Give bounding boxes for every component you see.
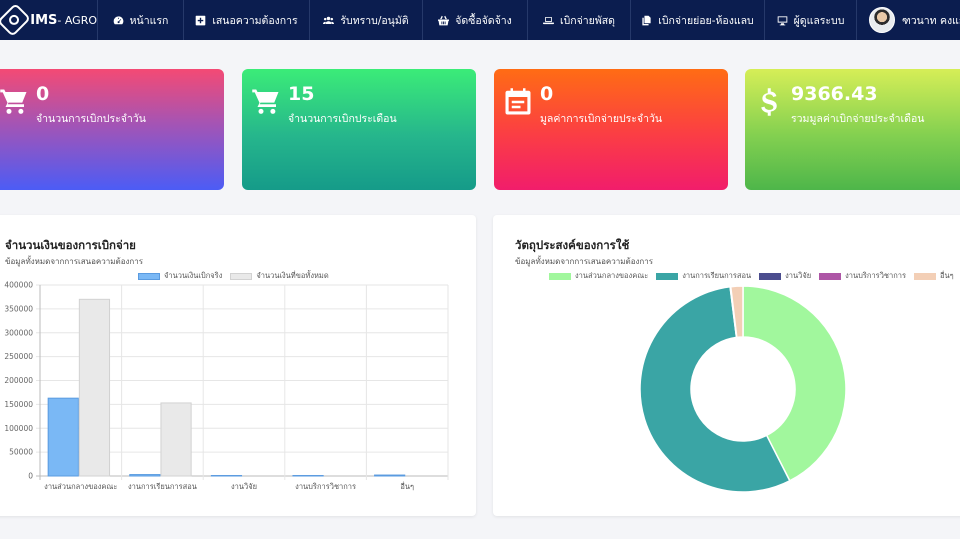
nav-label: จัดซื้อจัดจ้าง: [455, 14, 512, 27]
x-tick-label: งานวิจัย: [231, 482, 257, 491]
top-navbar: IMS- AGRO หน้าแรก เสนอความต้องการ รับทรา…: [0, 0, 960, 40]
y-tick-label: 250000: [4, 352, 33, 361]
legend-swatch: [656, 272, 679, 280]
bar-chart-legend: จำนวนเงินเบิกจริง จำนวนเงินที่ขอทั้งหมด: [138, 270, 337, 282]
stat-value: 15: [288, 83, 315, 105]
legend-label: งานการเรียนการสอน: [682, 271, 752, 280]
panel-subtitle: ข้อมูลทั้งหมดจากการเสนอความต้องการ: [515, 257, 654, 266]
nav-label: เบิกจ่ายพัสดุ: [560, 14, 615, 27]
legend-swatch: [549, 272, 571, 280]
legend-item[interactable]: งานส่วนกลางของคณะ: [549, 270, 648, 282]
legend-swatch: [759, 272, 782, 280]
stat-value: 0: [36, 83, 50, 105]
bar-chart: 0 50000 100000 150000 200000 250000 300000 3500…: [4, 281, 449, 491]
x-tick-label: งานส่วนกลางของคณะ: [44, 482, 117, 491]
user-menu[interactable]: ฑวนาท คงแก้ว: [857, 0, 960, 40]
copy-icon: [642, 15, 651, 25]
x-tick-label: งานบริการวิชาการ: [295, 482, 356, 491]
bar-requested[interactable]: [78, 298, 111, 477]
nav-label: เสนอความต้องการ: [212, 14, 298, 27]
nav-procure[interactable]: จัดซื้อจัดจ้าง: [423, 0, 528, 40]
dollar-icon: [761, 88, 777, 116]
y-tick-label: 50000: [9, 448, 33, 457]
nav-request[interactable]: เสนอความต้องการ: [184, 0, 310, 40]
legend-swatch: [914, 272, 937, 280]
legend-label: จำนวนเงินที่ขอทั้งหมด: [256, 271, 329, 280]
basket-icon: [438, 15, 450, 25]
stat-label: จำนวนการเบิกประเดือน: [288, 113, 397, 125]
panel-title: จำนวนเงินของการเบิกจ่าย: [5, 238, 136, 252]
legend-swatch: [138, 272, 160, 280]
y-tick-label: 300000: [4, 328, 33, 337]
legend-label: จำนวนเงินเบิกจริง: [164, 271, 223, 280]
y-tick-label: 400000: [4, 281, 33, 290]
legend-label: งานส่วนกลางของคณะ: [575, 271, 649, 280]
legend-label: งานบริการวิชาการ: [845, 271, 907, 280]
y-tick-label: 200000: [4, 376, 33, 385]
stat-label: จำนวนการเบิกประจำวัน: [36, 113, 146, 125]
legend-item[interactable]: งานวิจัย: [759, 270, 811, 282]
nav-supplies[interactable]: เบิกจ่ายพัสดุ: [528, 0, 631, 40]
y-tick-label: 100000: [4, 424, 33, 433]
pie-chart-panel: วัตถุประสงค์ของการใช้ ข้อมูลทั้งหมดจากกา…: [493, 215, 960, 516]
pie-slice[interactable]: [639, 285, 791, 493]
nav-home[interactable]: หน้าแรก: [98, 0, 184, 40]
legend-label: งานวิจัย: [785, 271, 812, 280]
stat-label: มูลค่าการเบิกจ่ายประจำวัน: [540, 113, 663, 125]
laptop-icon: [543, 16, 555, 24]
legend-label: อื่นๆ: [940, 271, 954, 280]
brand-logo-icon: [0, 2, 32, 38]
desktop-icon: [777, 15, 787, 25]
pie-slice[interactable]: [729, 285, 744, 339]
y-tick-label: 0: [28, 472, 33, 481]
nav-users[interactable]: ผู้ดูแลระบบ: [765, 0, 857, 40]
nav-label: ผู้ดูแลระบบ: [793, 14, 845, 27]
stat-value: 0: [540, 83, 554, 105]
pie-slice[interactable]: [742, 285, 847, 482]
avatar: [869, 7, 895, 33]
nav-label: หน้าแรก: [129, 14, 169, 27]
legend-swatch: [819, 272, 842, 280]
user-name: ฑวนาท คงแก้ว: [902, 14, 960, 27]
nav-disburse[interactable]: เบิกจ่ายย่อย-ห้องแลบ: [631, 0, 765, 40]
nav-label: รับทราบ/อนุมัติ: [340, 14, 409, 27]
legend-item[interactable]: จำนวนเงินที่ขอทั้งหมด: [230, 270, 329, 282]
cart-icon: [0, 89, 27, 114]
stat-card-monthly-count: 15 จำนวนการเบิกประเดือน: [242, 69, 476, 190]
bar-actual[interactable]: [374, 474, 406, 477]
plus-square-icon: [196, 15, 206, 25]
panel-title: วัตถุประสงค์ของการใช้: [515, 238, 630, 252]
legend-item[interactable]: อื่นๆ: [914, 270, 954, 282]
bar-actual[interactable]: [129, 474, 161, 477]
x-tick-label: อื่นๆ: [400, 481, 414, 491]
stat-card-daily-value: 0 มูลค่าการเบิกจ่ายประจำวัน: [494, 69, 728, 190]
calendar-icon: [505, 88, 531, 115]
nav-approve[interactable]: รับทราบ/อนุมัติ: [310, 0, 423, 40]
bar-chart-panel: จำนวนเงินของการเบิกจ่าย ข้อมูลทั้งหมดจาก…: [0, 215, 476, 516]
y-tick-label: 150000: [4, 400, 33, 409]
brand[interactable]: IMS- AGRO: [0, 0, 98, 40]
stat-card-monthly-value: 9366.43 รวมมูลค่าเบิกจ่ายประจำเดือน: [745, 69, 960, 190]
stat-label: รวมมูลค่าเบิกจ่ายประจำเดือน: [791, 113, 925, 125]
pie-chart-legend: งานส่วนกลางของคณะ งานการเรียนการสอน งานวิจ…: [549, 270, 960, 282]
users-icon: [323, 16, 335, 24]
legend-item[interactable]: จำนวนเงินเบิกจริง: [138, 270, 222, 282]
legend-swatch: [230, 272, 253, 280]
panel-subtitle: ข้อมูลทั้งหมดจากการเสนอความต้องการ: [5, 257, 144, 266]
stat-card-daily-count: 0 จำนวนการเบิกประจำวัน: [0, 69, 224, 190]
y-tick-label: 350000: [4, 304, 33, 313]
stat-value: 9366.43: [791, 83, 878, 105]
nav-label: เบิกจ่ายย่อย-ห้องแลบ: [658, 14, 754, 27]
cart-icon: [252, 89, 279, 114]
legend-item[interactable]: งานการเรียนการสอน: [656, 270, 751, 282]
bar-actual[interactable]: [47, 397, 79, 477]
legend-item[interactable]: งานบริการวิชาการ: [819, 270, 906, 282]
dashboard-icon: [113, 15, 123, 24]
x-tick-label: งานการเรียนการสอน: [128, 482, 197, 491]
pie-chart: [639, 285, 847, 493]
bar-requested[interactable]: [160, 402, 192, 477]
brand-name: IMS- AGRO: [30, 12, 97, 28]
